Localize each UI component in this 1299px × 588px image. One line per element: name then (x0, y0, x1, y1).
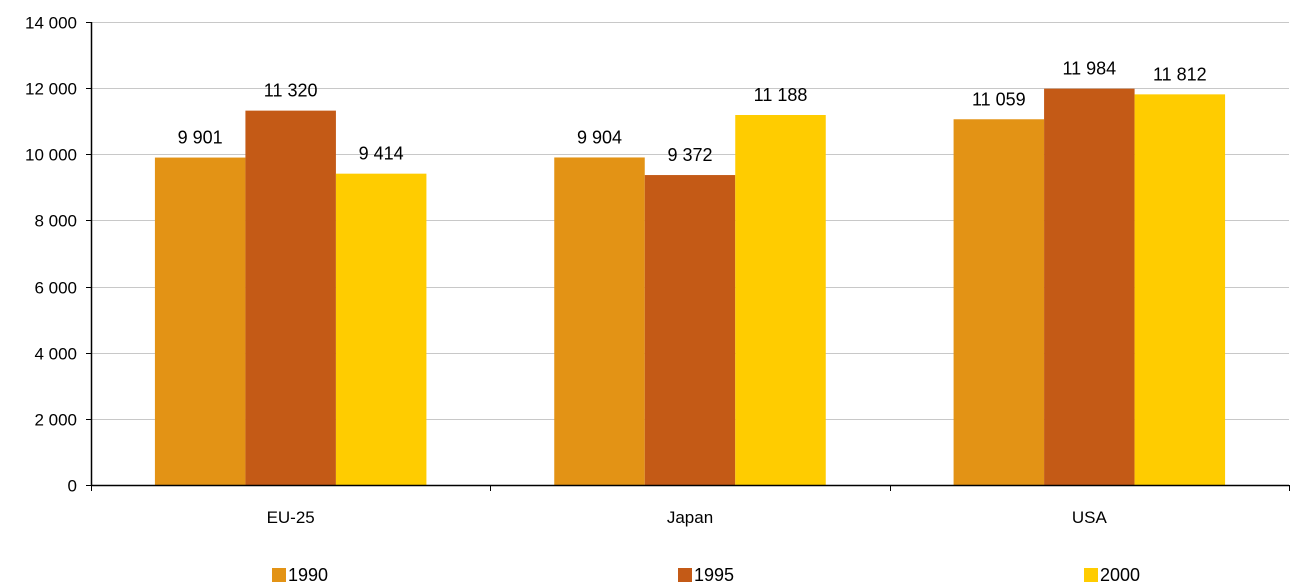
legend-swatch (678, 568, 692, 582)
axes (86, 22, 1290, 491)
data-label: 11 812 (1153, 64, 1207, 84)
bars (154, 88, 1226, 486)
bar-usa-2000 (1134, 94, 1226, 486)
data-label: 9 372 (667, 145, 712, 165)
legend-label: 2000 (1100, 565, 1140, 583)
bar-eu-25-2000 (335, 173, 427, 486)
legend-label: 1990 (288, 565, 328, 583)
y-tick-label: 8 000 (34, 212, 77, 231)
y-tick-label: 2 000 (34, 411, 77, 430)
y-tick-label: 0 (68, 477, 77, 496)
bar-japan-2000 (735, 115, 826, 485)
x-category-label: USA (1072, 508, 1108, 527)
labels: 0 2 000 4 000 6 000 8 000 10 000 12 000 14 000 9… (25, 14, 1207, 528)
x-category-label: EU-25 (267, 508, 315, 527)
y-tick-label: 14 000 (25, 14, 77, 33)
bar-japan-1990 (554, 157, 645, 485)
y-tick-label: 6 000 (34, 279, 77, 298)
bar-eu-25-1990 (154, 157, 246, 485)
data-label: 9 414 (359, 144, 404, 164)
data-label: 11 984 (1062, 59, 1116, 79)
legend-swatch (272, 568, 286, 582)
bar-japan-1995 (644, 175, 736, 486)
bar-usa-1995 (1044, 88, 1135, 486)
data-label: 9 904 (577, 127, 622, 147)
data-label: 11 320 (264, 81, 318, 101)
data-label: 11 059 (972, 89, 1026, 109)
y-tick-label: 10 000 (25, 146, 77, 165)
y-tick-label: 4 000 (34, 345, 77, 364)
legend-swatch (1084, 568, 1098, 582)
data-label: 9 901 (178, 128, 223, 148)
legend-label: 1995 (694, 565, 734, 583)
x-category-label: Japan (667, 508, 713, 527)
bar-usa-1990 (953, 119, 1045, 485)
legend: 1990 1995 2000 (272, 565, 1140, 585)
y-tick-label: 12 000 (25, 80, 77, 99)
bar-eu-25-1995 (245, 110, 336, 485)
data-label: 11 188 (754, 85, 808, 105)
